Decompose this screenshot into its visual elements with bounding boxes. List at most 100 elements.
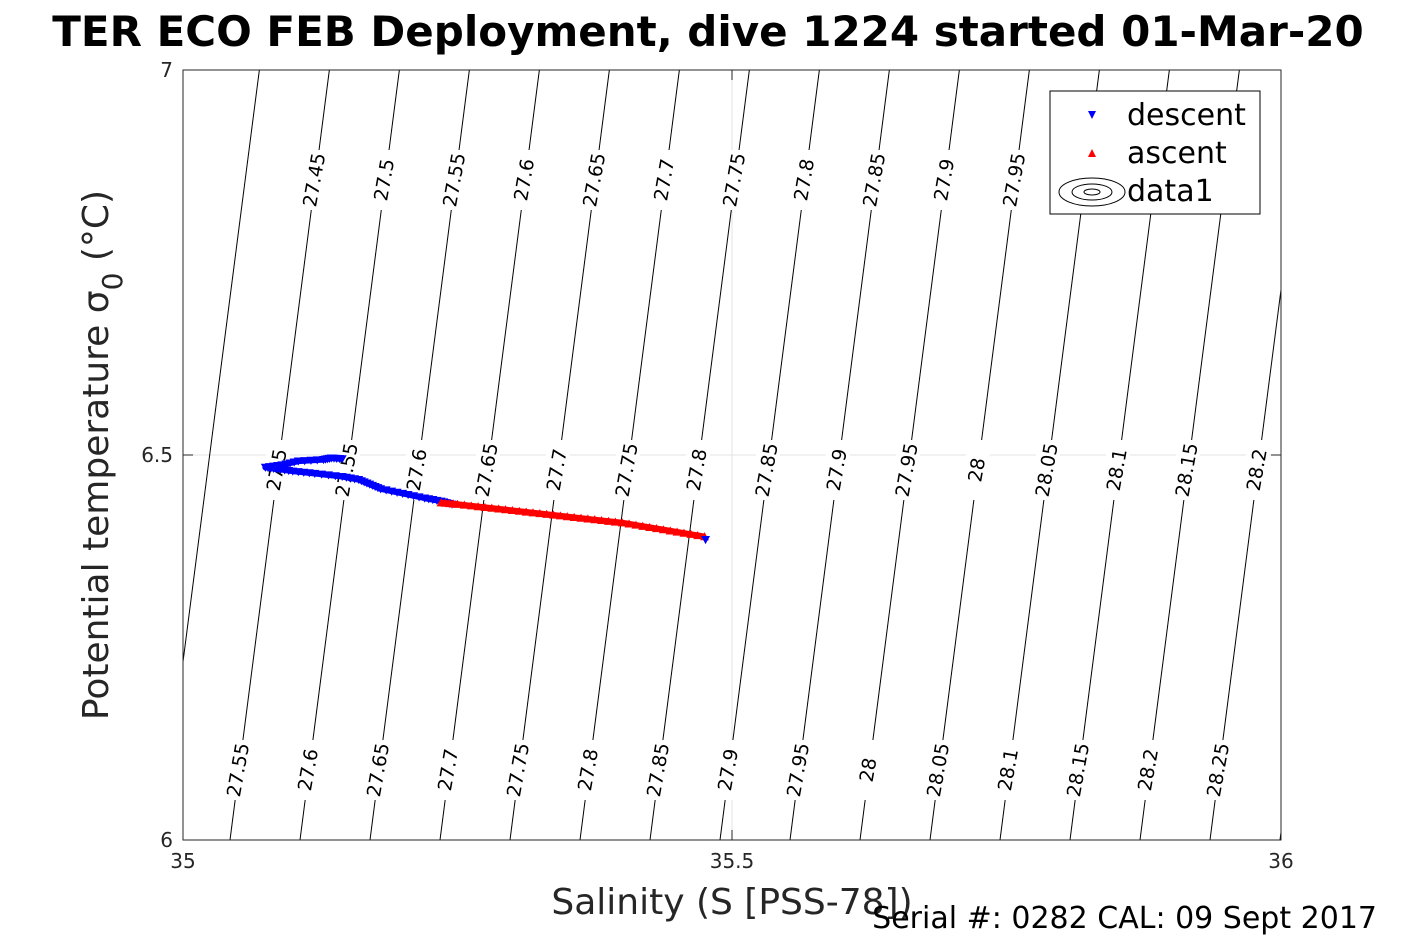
isopycnal-label-bg bbox=[1035, 440, 1060, 500]
ascent-marker bbox=[562, 512, 572, 521]
ascent-marker bbox=[693, 530, 703, 540]
ascent-marker bbox=[686, 529, 696, 538]
ascent-marker bbox=[514, 506, 524, 515]
legend-label: descent bbox=[1127, 98, 1246, 133]
isopycnal-label-bg bbox=[965, 440, 990, 500]
y-axis-label-text: Potential temperature bbox=[76, 325, 117, 720]
data-series bbox=[260, 454, 711, 545]
x-tick-label: 35.5 bbox=[710, 849, 755, 873]
axis-ticks: 35 35.5 36 6 6.5 7 bbox=[141, 58, 1294, 873]
isopycnal-line bbox=[1279, 828, 1281, 840]
descent-marker bbox=[300, 457, 310, 466]
ascent-marker bbox=[459, 500, 469, 509]
legend-contour-icon bbox=[1071, 183, 1113, 201]
ascent-marker bbox=[638, 521, 648, 530]
isopycnal-label-bg bbox=[997, 740, 1022, 800]
descent-marker bbox=[312, 456, 322, 465]
isopycnal-label-bg bbox=[653, 150, 678, 210]
ascent-marker bbox=[652, 524, 662, 533]
isopycnal-label-bg bbox=[577, 740, 602, 800]
isopycnal-label-bg bbox=[443, 150, 468, 210]
isopycnal-label-bg bbox=[227, 740, 252, 800]
ascent-marker bbox=[453, 499, 462, 508]
descent-marker bbox=[306, 456, 316, 465]
isopycnal-label-bg bbox=[475, 440, 500, 500]
ascent-marker bbox=[679, 528, 689, 537]
x-tick-label: 35 bbox=[170, 849, 195, 873]
isopycnal-line bbox=[183, 70, 260, 666]
isopycnal-label-bg bbox=[787, 740, 812, 800]
isopycnal-label-bg bbox=[545, 440, 570, 500]
legend-contour-icon bbox=[1083, 188, 1101, 196]
isopycnal-label-bg bbox=[513, 150, 538, 210]
isopycnal-label-bg bbox=[717, 740, 742, 800]
isopycnal-label: 28 bbox=[856, 756, 882, 784]
isopycnal-label-bg bbox=[583, 150, 608, 210]
isopycnal-label-bg bbox=[647, 740, 672, 800]
isopycnal-labels: 27.45 27.5 27.55 27.6 27.65 27.7 27.75 27.8 27.8… bbox=[223, 150, 1272, 800]
descent-marker bbox=[317, 470, 327, 479]
ascent-marker bbox=[528, 508, 538, 517]
ascent-marker bbox=[610, 517, 620, 526]
ascent-marker bbox=[507, 505, 517, 515]
y-tick-label: 7 bbox=[160, 58, 173, 82]
ascent-marker bbox=[665, 526, 675, 535]
ascent-marker bbox=[542, 509, 552, 518]
isopycnal-label-bg bbox=[685, 440, 710, 500]
isopycnal-label-bg bbox=[615, 440, 640, 500]
legend-label: ascent bbox=[1127, 136, 1227, 171]
isopycnal-label-bg bbox=[927, 740, 952, 800]
isopycnal-label-bg bbox=[1245, 440, 1270, 500]
isopycnal-label: 28 bbox=[964, 456, 990, 484]
isopycnal-label-bg bbox=[793, 150, 818, 210]
ascent-marker bbox=[549, 510, 559, 519]
ascent-marker bbox=[494, 504, 504, 513]
ascent-marker bbox=[555, 511, 565, 520]
isopycnal-label-bg bbox=[857, 740, 882, 800]
footer-text: Serial #: 0282 CAL: 09 Sept 2017 bbox=[872, 901, 1377, 936]
isopycnal-label-bg bbox=[933, 150, 958, 210]
isopycnal-label-bg bbox=[303, 150, 328, 210]
isopycnal-label-bg bbox=[405, 440, 430, 500]
ascent-marker bbox=[501, 505, 511, 514]
ascent-marker bbox=[603, 516, 613, 525]
ascent-marker bbox=[597, 515, 607, 525]
ascent-marker bbox=[658, 525, 668, 534]
isopycnal-label-bg bbox=[1067, 740, 1092, 800]
ascent-marker bbox=[590, 515, 600, 524]
ascent-marker bbox=[583, 514, 593, 523]
y-axis-label-unit: (°C) bbox=[76, 190, 117, 261]
isopycnal-label-bg bbox=[1105, 440, 1130, 500]
isopycnal-label-bg bbox=[507, 740, 532, 800]
isopycnal-label-bg bbox=[1207, 740, 1232, 800]
isopycnal-label-bg bbox=[335, 440, 360, 500]
ascent-marker bbox=[480, 502, 490, 511]
descent-marker bbox=[701, 536, 711, 545]
isopycnal-line bbox=[1350, 70, 1417, 840]
y-axis-label-subscript: 0 bbox=[96, 273, 129, 291]
legend-marker-ascent bbox=[1088, 149, 1096, 157]
ascent-marker bbox=[569, 512, 579, 521]
ascent-marker bbox=[631, 520, 641, 529]
ascent-marker bbox=[645, 522, 655, 531]
descent-marker bbox=[319, 456, 329, 465]
chart-title: TER ECO FEB Deployment, dive 1224 starte… bbox=[52, 7, 1363, 56]
isopycnal-label-bg bbox=[437, 740, 462, 800]
isopycnal-label-bg bbox=[723, 150, 748, 210]
x-axis-label: Salinity (S [PSS-78]) bbox=[551, 882, 912, 923]
ascent-marker bbox=[624, 519, 634, 528]
descent-marker bbox=[323, 471, 333, 480]
isopycnal-label-bg bbox=[373, 150, 398, 210]
isopycnal-label-bg bbox=[755, 440, 780, 500]
legend-marker-descent bbox=[1088, 111, 1096, 119]
y-tick-label: 6 bbox=[160, 828, 173, 852]
ascent-marker bbox=[473, 502, 483, 511]
ascent-marker bbox=[487, 503, 497, 512]
isopycnal-label-bg bbox=[863, 150, 888, 210]
isopycnal-label-bg bbox=[825, 440, 850, 500]
y-axis-label-symbol: σ bbox=[76, 290, 117, 313]
legend-contour-icon bbox=[1058, 177, 1126, 207]
ascent-marker bbox=[617, 518, 627, 527]
y-axis-label: Potential temperature σ0 (°C) bbox=[76, 190, 131, 720]
